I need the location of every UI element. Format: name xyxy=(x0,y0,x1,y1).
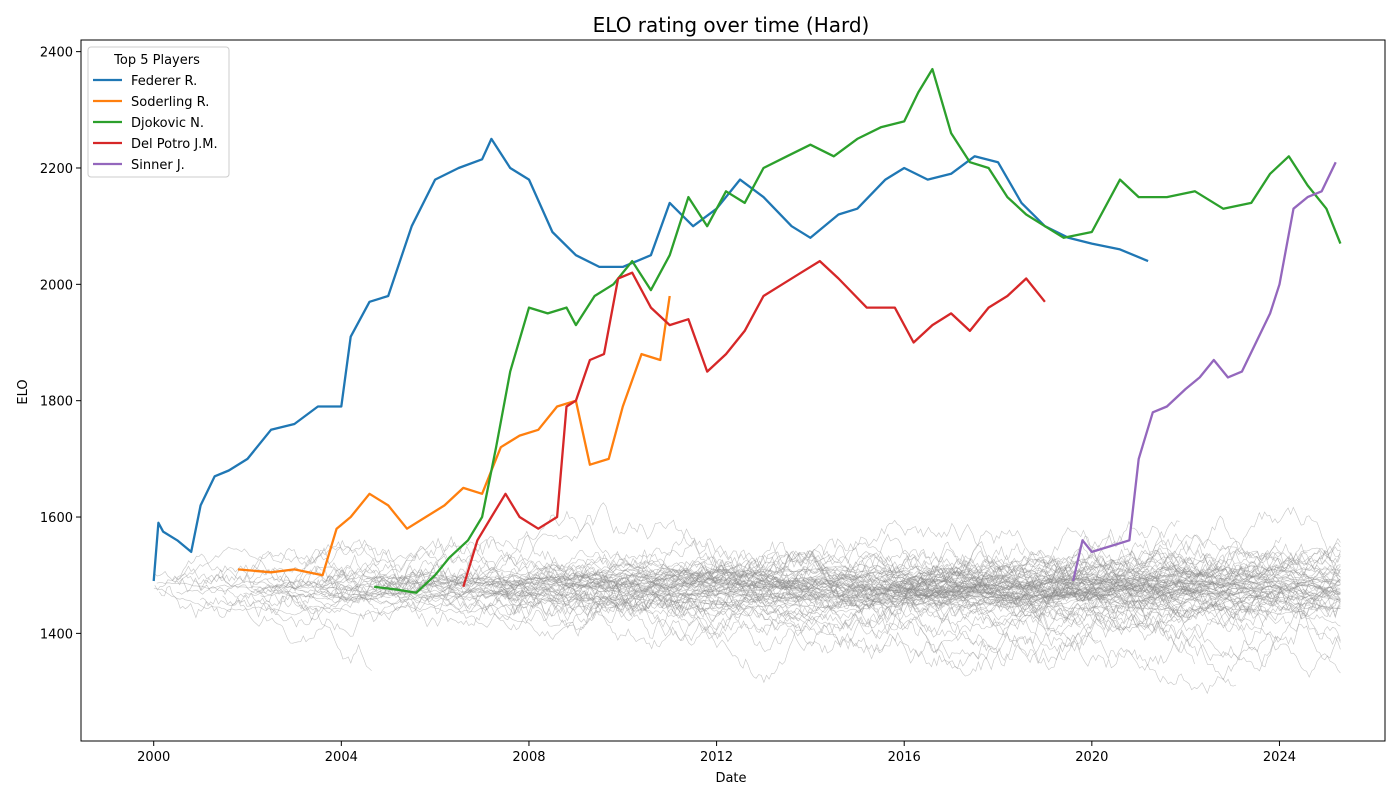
background-player-line xyxy=(940,520,1180,608)
background-player-line xyxy=(1155,581,1341,604)
legend-label: Djokovic N. xyxy=(131,116,204,131)
background-player-line xyxy=(979,542,1341,590)
background-player-line xyxy=(904,564,1341,639)
background-player-line xyxy=(647,591,809,597)
legend-label: Soderling R. xyxy=(131,95,209,110)
y-tick-label: 2000 xyxy=(40,278,73,293)
background-player-line xyxy=(332,533,1308,615)
background-player-line xyxy=(691,543,1341,632)
series-line-3 xyxy=(462,259,1046,588)
background-player-line xyxy=(1154,580,1341,601)
background-player-line xyxy=(200,567,622,628)
background-player-line xyxy=(933,554,1028,585)
x-tick-label: 2024 xyxy=(1263,750,1296,765)
background-player-line xyxy=(496,570,694,627)
y-tick-label: 2200 xyxy=(40,162,73,177)
legend: Top 5 Players Federer R. Soderling R. Djok… xyxy=(87,46,230,178)
background-player-line xyxy=(156,582,1005,609)
background-player-line xyxy=(326,566,1237,695)
y-axis: 1400 1600 1800 2000 2200 2400 xyxy=(40,46,81,642)
series-line-0 xyxy=(152,137,1149,582)
legend-label: Federer R. xyxy=(131,74,197,89)
background-player-lines xyxy=(153,502,1341,695)
background-player-line xyxy=(159,539,379,619)
background-player-line xyxy=(455,553,1081,628)
x-axis-label: Date xyxy=(715,771,746,786)
background-player-line xyxy=(320,573,1241,603)
series-line-2 xyxy=(374,67,1342,594)
background-player-line xyxy=(470,563,951,585)
background-player-line xyxy=(491,559,990,637)
x-tick-label: 2012 xyxy=(700,750,733,765)
background-player-line xyxy=(171,562,714,616)
background-player-line xyxy=(549,592,865,630)
background-player-line xyxy=(243,592,391,601)
background-player-line xyxy=(257,579,589,628)
background-player-line xyxy=(154,553,356,588)
background-player-line xyxy=(274,594,372,671)
background-player-line xyxy=(1043,566,1341,597)
background-player-line xyxy=(179,546,417,583)
x-axis: 2000 2004 2008 2012 2016 2020 2024 xyxy=(137,741,1296,765)
x-tick-label: 2020 xyxy=(1075,750,1108,765)
background-player-line xyxy=(1043,572,1341,668)
y-tick-label: 2400 xyxy=(40,46,73,61)
y-tick-label: 1800 xyxy=(40,395,73,410)
background-player-line xyxy=(629,583,1341,681)
background-player-line xyxy=(703,582,1341,605)
background-player-line xyxy=(587,580,1341,609)
legend-label: Del Potro J.M. xyxy=(131,137,218,152)
background-player-line xyxy=(676,582,1042,630)
background-player-line xyxy=(253,548,472,603)
x-tick-label: 2000 xyxy=(137,750,170,765)
background-player-line xyxy=(503,535,948,618)
x-tick-label: 2016 xyxy=(888,750,921,765)
series-line-1 xyxy=(237,295,671,577)
legend-box xyxy=(87,46,230,178)
background-player-line xyxy=(1010,570,1196,616)
series-line-4 xyxy=(1071,161,1337,582)
background-player-line xyxy=(783,572,1195,671)
chart-title: ELO rating over time (Hard) xyxy=(593,13,870,37)
background-player-line xyxy=(1174,567,1341,646)
background-player-line xyxy=(646,564,1190,599)
plot-frame xyxy=(80,39,1386,742)
background-player-line xyxy=(284,530,1099,667)
background-player-line xyxy=(1052,590,1341,618)
series-lines xyxy=(152,67,1342,594)
legend-label: Sinner J. xyxy=(131,158,185,173)
y-axis-label: ELO xyxy=(16,379,31,404)
background-player-line xyxy=(394,580,1341,615)
background-player-line xyxy=(930,578,1146,593)
legend-entries: Federer R. Soderling R. Djokovic N. Del Pot… xyxy=(93,74,218,173)
background-player-line xyxy=(1004,571,1341,591)
background-player-line xyxy=(577,542,986,599)
background-player-line xyxy=(1109,562,1341,598)
background-player-line xyxy=(483,573,1341,613)
background-player-line xyxy=(306,540,934,628)
y-tick-label: 1400 xyxy=(40,627,73,642)
background-player-line xyxy=(1088,582,1341,623)
background-player-line xyxy=(365,568,1246,588)
y-tick-label: 1600 xyxy=(40,511,73,526)
background-player-line xyxy=(416,559,1011,600)
background-player-line xyxy=(663,588,798,631)
x-tick-label: 2008 xyxy=(512,750,545,765)
legend-title: Top 5 Players xyxy=(113,53,200,68)
background-player-line xyxy=(1034,506,1341,601)
background-player-line xyxy=(614,571,914,586)
background-player-line xyxy=(835,582,1341,598)
x-tick-label: 2004 xyxy=(325,750,358,765)
